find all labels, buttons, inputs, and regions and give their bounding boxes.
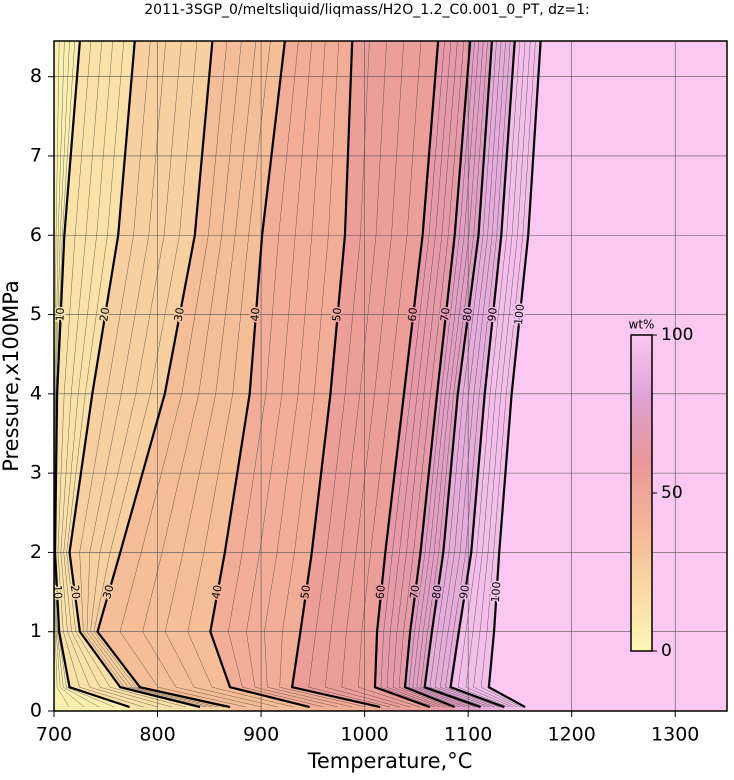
x-tick-label: 1000 xyxy=(340,724,388,746)
y-tick-label: 6 xyxy=(30,224,42,246)
contour-label: 70 xyxy=(408,584,423,600)
colorbar-label: wt% xyxy=(629,318,655,332)
fill-band xyxy=(404,41,492,711)
contour-label: 20 xyxy=(97,307,112,323)
contour-line xyxy=(209,41,311,709)
fill-band xyxy=(210,41,381,711)
fill-band xyxy=(488,41,727,711)
chart-title: 2011-3SGP_0/meltsliquid/liqmass/H2O_1.2_… xyxy=(144,2,590,18)
x-tick-label: 800 xyxy=(139,724,175,746)
y-tick-label: 1 xyxy=(30,620,42,642)
contour-line xyxy=(423,41,494,709)
contour-label: 30 xyxy=(172,306,187,322)
x-tick-label: 900 xyxy=(243,724,279,746)
plot-area: 1010202030304040505060607070808090901001… xyxy=(51,41,727,711)
x-tick-label: 1100 xyxy=(444,724,492,746)
contour-line xyxy=(290,41,381,709)
contour-label: 10 xyxy=(53,307,67,322)
y-tick-label: 4 xyxy=(30,382,42,404)
contour-label: 10 xyxy=(51,585,65,600)
colorbar-tick-label: 50 xyxy=(661,483,683,503)
contour-line xyxy=(373,41,440,709)
colorbar-tick-label: 100 xyxy=(661,325,693,345)
contour-label: 70 xyxy=(438,307,452,322)
contour-label: 100 xyxy=(512,303,527,325)
contour-label: 50 xyxy=(298,584,313,600)
contour-label: 100 xyxy=(489,581,503,603)
y-tick-label: 7 xyxy=(30,144,42,166)
contour-line xyxy=(487,41,542,709)
plot-frame xyxy=(53,40,728,712)
x-tick-label: 700 xyxy=(36,724,72,746)
contour-line xyxy=(54,41,130,709)
x-tick-label: 1200 xyxy=(548,724,596,746)
x-axis-label: Temperature,°C xyxy=(307,749,473,773)
contour-label: 90 xyxy=(485,307,499,322)
contour-label: 90 xyxy=(457,584,472,600)
contour-label: 60 xyxy=(406,307,421,322)
y-tick-label: 2 xyxy=(30,541,42,563)
contour-label: 30 xyxy=(100,583,116,600)
contour-label: 20 xyxy=(68,584,83,600)
y-tick-label: 5 xyxy=(30,303,42,325)
contour-label: 80 xyxy=(460,307,475,323)
overlay: 700 800 900 1000 1100 1200 1300 0 1 2 3 4 5 6 7 8 wt% 0 50… xyxy=(30,40,728,746)
fill-band xyxy=(292,41,439,711)
y-tick-label: 0 xyxy=(30,700,42,722)
fill-band xyxy=(374,41,471,711)
colorbar-tick-label: 0 xyxy=(661,641,672,661)
y-tick-label: 8 xyxy=(30,65,42,87)
y-tick-label: 3 xyxy=(30,462,42,484)
contour-label: 40 xyxy=(209,584,224,600)
contour-label: 80 xyxy=(430,584,445,600)
fill-band xyxy=(55,41,200,711)
contour-label: 60 xyxy=(373,584,387,599)
fill-band xyxy=(97,41,310,711)
contour-label: 40 xyxy=(248,307,262,322)
contour-line xyxy=(403,41,472,709)
fill-band xyxy=(54,41,130,711)
contour-line xyxy=(449,41,516,709)
colorbar xyxy=(630,334,653,652)
y-axis-label: Pressure,x100MPa xyxy=(0,280,23,472)
fill-band xyxy=(424,41,515,711)
x-tick-label: 1300 xyxy=(651,724,699,746)
contour-line xyxy=(68,41,201,709)
contour-label: 50 xyxy=(330,307,344,322)
contour-line xyxy=(96,41,231,709)
fill-band xyxy=(69,41,231,711)
